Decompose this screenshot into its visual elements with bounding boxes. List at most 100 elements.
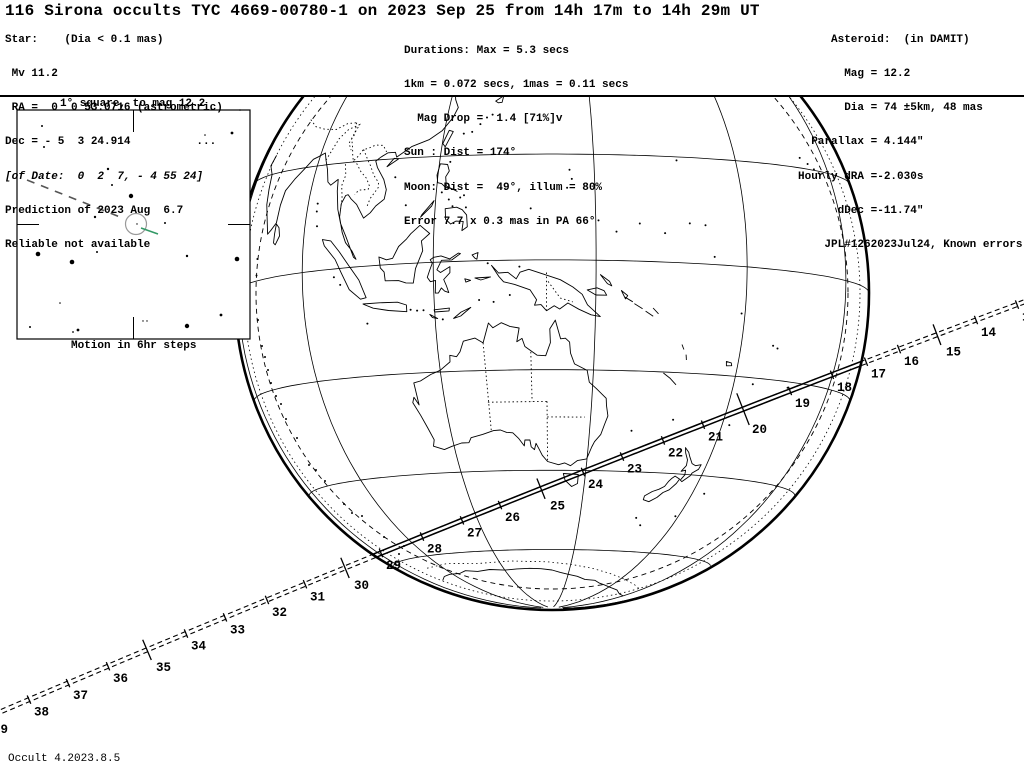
minute-label: 34 — [191, 640, 207, 654]
event-line: Durations: Max = 5.3 secs — [404, 44, 570, 57]
star-line: RA = 0 0 53.0716 (astrometric) — [5, 102, 223, 115]
minute-label: 18 — [837, 381, 852, 395]
minute-label: 32 — [272, 606, 287, 620]
star-line: Dec = - 5 3 24.914 ... — [5, 136, 217, 149]
minute-tick — [700, 420, 706, 430]
field-star — [76, 328, 80, 332]
field-star — [96, 251, 98, 253]
minute-tick — [142, 639, 152, 661]
minute-label: 19 — [795, 397, 810, 411]
field-star — [59, 302, 61, 304]
minute-tick — [660, 435, 666, 445]
field-star — [219, 313, 223, 317]
asteroid-line: JPL#1262023Jul24, Known errors — [798, 239, 1023, 252]
minute-label: 25 — [550, 500, 565, 514]
minute-tick — [787, 386, 793, 396]
field-star — [184, 323, 190, 329]
minute-label: 28 — [427, 543, 442, 557]
field-star — [146, 320, 148, 322]
field-star — [204, 134, 206, 136]
minute-tick — [183, 629, 189, 638]
field-star — [128, 193, 134, 199]
asteroid-line: Dia = 74 ±5km, 48 mas — [798, 102, 983, 115]
minute-tick — [932, 324, 942, 346]
minute-tick — [580, 467, 586, 477]
minute-tick — [736, 393, 750, 426]
star-chart-inset — [16, 109, 251, 340]
minute-label: 21 — [708, 431, 723, 445]
minute-label: 13 — [1022, 311, 1024, 325]
asteroid-line: Hourly dRA =-2.030s — [798, 170, 924, 183]
field-star — [41, 125, 43, 127]
minute-tick — [65, 678, 71, 688]
minute-label: 29 — [386, 559, 401, 573]
minute-tick — [619, 452, 625, 461]
minute-label: 17 — [871, 368, 886, 382]
field-star — [230, 131, 234, 135]
event-line: Moon: Dist = 49°, illum = 80% — [404, 181, 603, 194]
header: 116 Sirona occults TYC 4669-00780-1 on 2… — [0, 0, 1024, 251]
asteroid-line: dDec =-11.74" — [798, 204, 924, 217]
star-line: Reliable not available — [5, 239, 151, 252]
asteroid-line: Asteroid: (in DAMIT) — [798, 33, 970, 46]
minute-tick — [1014, 300, 1020, 310]
minute-label: 16 — [904, 355, 919, 369]
field-star — [164, 222, 166, 224]
minute-label: 30 — [354, 579, 369, 593]
minute-label: 33 — [230, 623, 245, 637]
minute-tick — [264, 595, 270, 605]
minute-tick — [829, 370, 835, 380]
shadow-path-dashed — [0, 299, 1024, 711]
minute-tick — [222, 612, 228, 622]
version-label: Occult 4.2023.8.5 — [8, 753, 121, 765]
field-star — [35, 251, 41, 257]
target-star-circle — [124, 212, 148, 236]
minute-label: 26 — [505, 511, 520, 525]
star-line: Prediction of 2023 Aug 6.7 — [5, 204, 184, 217]
asteroid-trail — [26, 179, 121, 218]
minute-label: 39 — [0, 723, 8, 737]
star-line: [of Date: 0 2 7, - 4 55 24] — [5, 170, 204, 183]
minute-tick — [26, 695, 32, 705]
field-star — [72, 331, 74, 333]
event-info: Durations: Max = 5.3 secs 1km = 0.072 se… — [404, 23, 628, 251]
minute-label: 35 — [156, 661, 171, 675]
field-star — [239, 109, 241, 111]
minute-tick — [536, 478, 546, 500]
minute-tick — [340, 557, 350, 579]
minute-label: 36 — [113, 672, 128, 686]
field-star — [142, 320, 144, 322]
field-star — [43, 146, 45, 148]
minute-label: 27 — [467, 526, 482, 540]
event-line: Mag Drop = 1.4 [71%]v — [404, 113, 563, 126]
inset-title: 1° square, to mag 12.2 — [60, 98, 206, 110]
star-line: Star: (Dia < 0.1 mas) — [5, 33, 164, 46]
field-star — [93, 215, 97, 219]
event-line: 1km = 0.072 secs, 1mas = 0.11 secs — [404, 79, 629, 92]
event-line: Error 7.7 x 0.3 mas in PA 66° — [404, 215, 596, 228]
field-star — [106, 167, 110, 171]
field-star — [111, 184, 113, 186]
minute-tick — [459, 515, 465, 525]
asteroid-info: Asteroid: (in DAMIT) Mag = 12.2 Dia = 74… — [798, 12, 1022, 274]
minute-label: 22 — [668, 446, 683, 460]
minute-label: 38 — [34, 706, 49, 720]
minute-tick — [378, 548, 384, 558]
shadow-path — [235, 294, 869, 610]
minute-tick — [863, 357, 869, 367]
star-line: Mv 11.2 — [5, 68, 58, 81]
minute-label: 31 — [310, 590, 325, 604]
inset-caption: Motion in 6hr steps — [71, 340, 197, 352]
minute-label: 24 — [588, 478, 604, 492]
page-title: 116 Sirona occults TYC 4669-00780-1 on 2… — [5, 2, 760, 20]
minute-tick — [105, 661, 111, 671]
minute-label: 15 — [946, 346, 961, 360]
field-star — [185, 254, 189, 258]
field-star — [69, 259, 75, 265]
field-star — [29, 326, 31, 328]
minute-label: 14 — [981, 326, 997, 340]
motion-vector — [140, 227, 159, 235]
minute-label: 23 — [627, 463, 642, 477]
